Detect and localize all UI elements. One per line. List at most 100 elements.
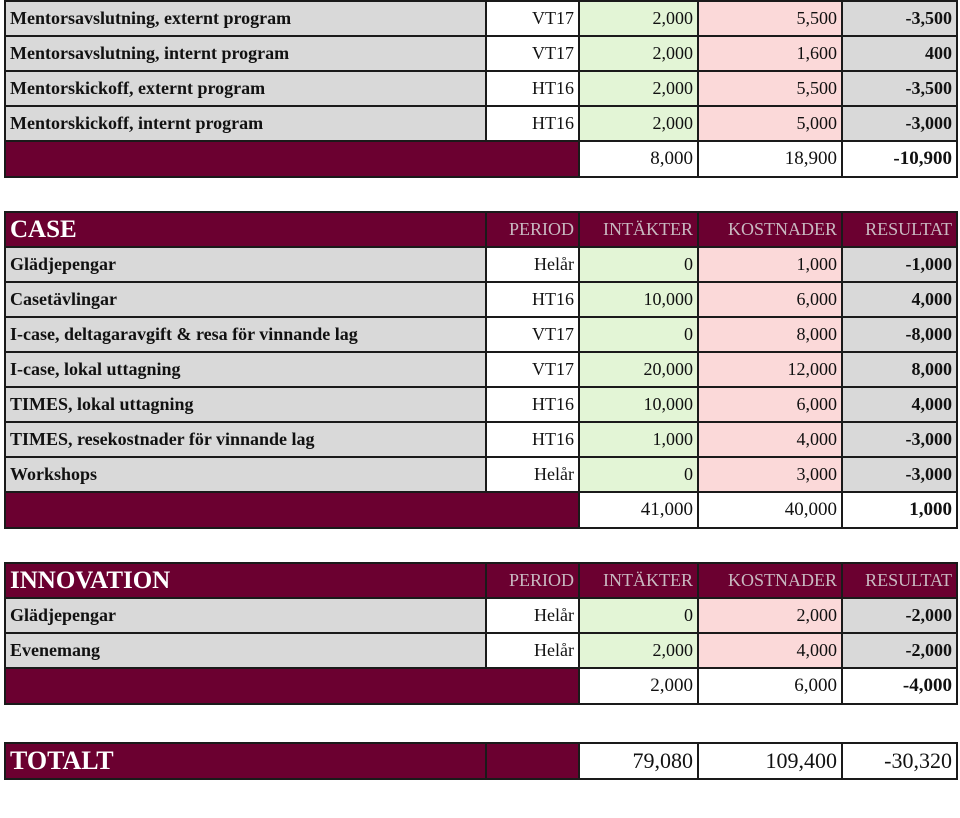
header-income: INTÄKTER <box>578 211 699 248</box>
section-sum-row: 41,000 40,000 1,000 <box>4 491 958 529</box>
total-income: 79,080 <box>578 742 699 780</box>
sum-income: 41,000 <box>578 491 699 529</box>
item-cost: 6,000 <box>697 386 843 423</box>
item-period: VT17 <box>485 316 580 353</box>
item-income: 10,000 <box>578 281 699 318</box>
table-row: Glädjepengar Helår 0 1,000 -1,000 <box>4 246 958 283</box>
table-row: Mentorsavslutning, externt program VT17 … <box>4 0 958 37</box>
table-row: Evenemang Helår 2,000 4,000 -2,000 <box>4 632 958 669</box>
item-income: 0 <box>578 246 699 283</box>
item-cost: 5,500 <box>697 70 843 107</box>
sum-band <box>4 140 580 178</box>
innovation-table: INNOVATION PERIOD INTÄKTER KOSTNADER RES… <box>4 562 958 705</box>
table-row: Mentorskickoff, internt program HT16 2,0… <box>4 105 958 142</box>
item-result: 4,000 <box>841 281 958 318</box>
item-period: Helår <box>485 597 580 634</box>
total-label: TOTALT <box>4 742 487 780</box>
item-income: 1,000 <box>578 421 699 458</box>
total-result: -30,320 <box>841 742 958 780</box>
item-result: -3,500 <box>841 70 958 107</box>
item-cost: 5,000 <box>697 105 843 142</box>
total-row: TOTALT 79,080 109,400 -30,320 <box>4 742 958 780</box>
item-name: I-case, deltagaravgift & resa för vinnan… <box>4 316 487 353</box>
item-result: -2,000 <box>841 597 958 634</box>
section-gap <box>0 178 960 211</box>
item-period: HT16 <box>485 421 580 458</box>
item-period: Helår <box>485 246 580 283</box>
sum-band <box>4 667 580 705</box>
budget-table: Mentorsavslutning, externt program VT17 … <box>4 0 958 178</box>
item-name: I-case, lokal uttagning <box>4 351 487 388</box>
table-row: TIMES, lokal uttagning HT16 10,000 6,000… <box>4 386 958 423</box>
item-result: 8,000 <box>841 351 958 388</box>
item-name: Evenemang <box>4 632 487 669</box>
item-result: -8,000 <box>841 316 958 353</box>
item-result: -2,000 <box>841 632 958 669</box>
item-cost: 4,000 <box>697 421 843 458</box>
item-cost: 1,000 <box>697 246 843 283</box>
item-period: HT16 <box>485 386 580 423</box>
header-income: INTÄKTER <box>578 562 699 599</box>
item-period: Helår <box>485 632 580 669</box>
header-period: PERIOD <box>485 562 580 599</box>
table-row: I-case, lokal uttagning VT17 20,000 12,0… <box>4 351 958 388</box>
item-name: Workshops <box>4 456 487 493</box>
section-title: CASE <box>4 211 487 248</box>
table-row: Mentorsavslutning, internt program VT17 … <box>4 35 958 72</box>
header-cost: KOSTNADER <box>697 211 843 248</box>
sum-cost: 6,000 <box>697 667 843 705</box>
item-income: 2,000 <box>578 70 699 107</box>
item-name: TIMES, resekostnader för vinnande lag <box>4 421 487 458</box>
table-row: Workshops Helår 0 3,000 -3,000 <box>4 456 958 493</box>
table-row: TIMES, resekostnader för vinnande lag HT… <box>4 421 958 458</box>
header-cost: KOSTNADER <box>697 562 843 599</box>
section-header: INNOVATION PERIOD INTÄKTER KOSTNADER RES… <box>4 562 958 599</box>
item-income: 0 <box>578 456 699 493</box>
item-cost: 12,000 <box>697 351 843 388</box>
item-period: Helår <box>485 456 580 493</box>
header-result: RESULTAT <box>841 211 958 248</box>
item-income: 2,000 <box>578 0 699 37</box>
case-table: CASE PERIOD INTÄKTER KOSTNADER RESULTAT … <box>4 211 958 529</box>
item-income: 10,000 <box>578 386 699 423</box>
item-result: -3,000 <box>841 105 958 142</box>
sum-result: -10,900 <box>841 140 958 178</box>
item-cost: 3,000 <box>697 456 843 493</box>
item-period: VT17 <box>485 351 580 388</box>
item-result: -3,000 <box>841 456 958 493</box>
item-name: Mentorskickoff, externt program <box>4 70 487 107</box>
item-result: 4,000 <box>841 386 958 423</box>
table-row: Glädjepengar Helår 0 2,000 -2,000 <box>4 597 958 634</box>
item-cost: 1,600 <box>697 35 843 72</box>
sum-band <box>4 491 580 529</box>
section-gap <box>0 705 960 742</box>
sum-cost: 18,900 <box>697 140 843 178</box>
item-name: Glädjepengar <box>4 246 487 283</box>
total-cost: 109,400 <box>697 742 843 780</box>
item-cost: 4,000 <box>697 632 843 669</box>
section-sum-row: 2,000 6,000 -4,000 <box>4 667 958 705</box>
item-period: HT16 <box>485 70 580 107</box>
sum-cost: 40,000 <box>697 491 843 529</box>
sum-income: 2,000 <box>578 667 699 705</box>
item-income: 2,000 <box>578 105 699 142</box>
item-income: 20,000 <box>578 351 699 388</box>
item-cost: 5,500 <box>697 0 843 37</box>
sum-income: 8,000 <box>578 140 699 178</box>
header-result: RESULTAT <box>841 562 958 599</box>
section-header: CASE PERIOD INTÄKTER KOSTNADER RESULTAT <box>4 211 958 248</box>
item-income: 2,000 <box>578 632 699 669</box>
item-result: -1,000 <box>841 246 958 283</box>
item-period: VT17 <box>485 0 580 37</box>
total-band <box>485 742 580 780</box>
item-name: Mentorsavslutning, externt program <box>4 0 487 37</box>
sum-result: 1,000 <box>841 491 958 529</box>
sum-result: -4,000 <box>841 667 958 705</box>
item-name: Glädjepengar <box>4 597 487 634</box>
table-row: Mentorskickoff, externt program HT16 2,0… <box>4 70 958 107</box>
section-gap <box>0 529 960 562</box>
item-result: -3,500 <box>841 0 958 37</box>
item-cost: 2,000 <box>697 597 843 634</box>
item-name: Mentorskickoff, internt program <box>4 105 487 142</box>
header-period: PERIOD <box>485 211 580 248</box>
